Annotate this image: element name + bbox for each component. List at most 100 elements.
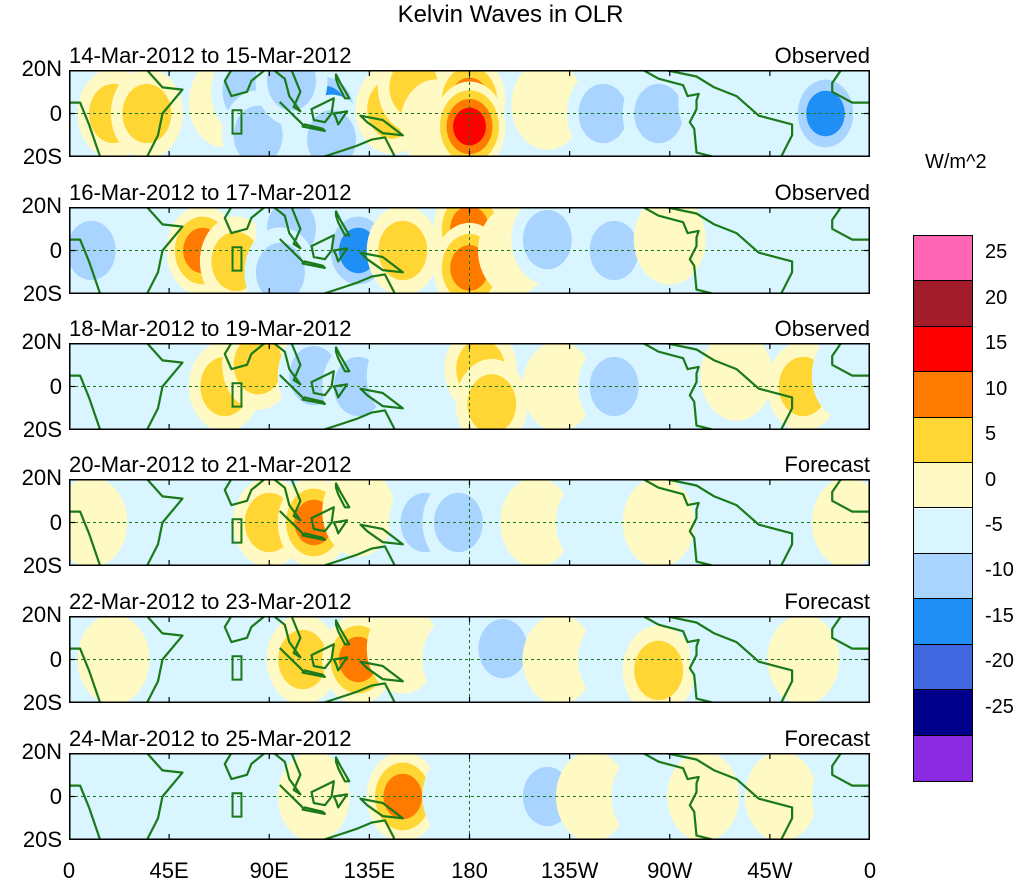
coastline	[301, 669, 326, 678]
olr-anomaly-contour	[422, 753, 495, 840]
colorbar-swatch	[914, 417, 972, 464]
olr-anomaly-contour	[811, 343, 870, 421]
colorbar-level-label: 10	[985, 377, 1008, 400]
colorbar-swatch	[914, 281, 972, 327]
panel-type-label: Observed	[774, 43, 870, 68]
colorbar-level-label: -15	[985, 604, 1014, 627]
coastline	[332, 519, 349, 535]
latitude-label: 20S	[22, 690, 62, 715]
colorbar-level-label: 25	[985, 241, 1008, 264]
olr-anomaly-contour	[277, 753, 350, 840]
olr-anomaly-contour	[69, 220, 116, 281]
coastline	[334, 482, 351, 509]
olr-anomaly-contour	[467, 374, 517, 430]
coastline	[641, 616, 794, 703]
coastline	[359, 114, 404, 137]
map-panel: 24-Mar-2012 to 25-Mar-2012 Forecast	[69, 727, 870, 840]
olr-anomaly-contour	[500, 479, 573, 566]
coastline	[334, 756, 351, 783]
olr-anomaly-map	[69, 753, 870, 840]
coastline	[279, 647, 306, 674]
longitude-label: 90E	[249, 858, 289, 883]
colorbar-level-label: -10	[985, 559, 1014, 582]
olr-anomaly-contour	[233, 105, 283, 157]
olr-anomaly-contour	[478, 619, 528, 679]
coastline	[272, 70, 302, 113]
coastline	[272, 343, 302, 386]
coastline	[223, 616, 266, 644]
latitude-label: 20S	[22, 144, 62, 169]
olr-anomaly-contour	[522, 210, 572, 270]
coastline	[301, 123, 326, 132]
colorbar-units: W/m^2	[925, 151, 987, 173]
olr-anomaly-contour	[511, 70, 584, 150]
map-panel: 22-Mar-2012 to 23-Mar-2012 Forecast	[69, 590, 870, 703]
longitude-label: 180	[451, 858, 488, 883]
colorbar-swatch	[914, 599, 972, 645]
colorbar-level-label: 5	[985, 423, 997, 446]
olr-anomaly-contour	[644, 352, 717, 430]
coastline	[301, 260, 326, 269]
coastline	[310, 234, 335, 261]
map-panel: 14-Mar-2012 to 15-Mar-2012 Observed	[69, 44, 870, 157]
coastline	[301, 532, 326, 541]
region-box-marker	[231, 655, 243, 681]
colorbar-level-label: 15	[985, 332, 1008, 355]
coastline	[332, 793, 349, 809]
coastline	[332, 110, 349, 126]
coastline	[359, 660, 404, 683]
panel-type-label: Forecast	[784, 726, 870, 751]
olr-anomaly-contour	[800, 216, 870, 294]
coastline	[310, 643, 335, 670]
latitude-label: 0	[49, 237, 62, 263]
coastline	[310, 370, 335, 397]
colorbar-level-label: 0	[985, 468, 997, 491]
longitude-label: 135W	[540, 858, 599, 883]
olr-anomaly-map	[69, 479, 870, 566]
latitude-label: 20N	[21, 465, 62, 490]
olr-anomaly-contour	[633, 207, 706, 285]
region-box-marker	[231, 109, 243, 135]
latitude-label: 0	[49, 100, 62, 126]
coastline	[332, 247, 349, 263]
longitude-label: 0	[62, 858, 76, 883]
coastline	[831, 343, 870, 377]
map-panel: 16-Mar-2012 to 17-Mar-2012 Observed	[69, 181, 870, 294]
coastline	[310, 780, 335, 807]
olr-anomaly-contour	[122, 343, 194, 430]
longitude-label: 90W	[647, 858, 693, 883]
panel-type-label: Forecast	[784, 452, 870, 477]
olr-anomaly-contour	[366, 616, 439, 694]
coastline	[223, 207, 266, 235]
olr-anomaly-contour	[267, 70, 316, 111]
panel-type-label: Observed	[774, 316, 870, 341]
colorbar-swatch	[914, 236, 972, 282]
olr-anomaly-contour	[811, 753, 870, 840]
olr-anomaly-contour	[522, 616, 595, 703]
olr-anomaly-contour	[811, 479, 870, 566]
colorbar-level-label: 20	[985, 286, 1008, 309]
colorbar-swatch	[914, 372, 972, 418]
region-box-marker	[231, 382, 243, 408]
figure-title: Kelvin Waves in OLR	[397, 1, 624, 28]
latitude-label: 20S	[22, 417, 62, 442]
coastline	[641, 479, 794, 566]
olr-anomaly-contour	[745, 753, 817, 840]
olr-anomaly-contour	[722, 207, 795, 294]
olr-anomaly-contour	[69, 479, 128, 566]
olr-anomaly-contour	[144, 753, 217, 840]
coastline	[359, 251, 404, 274]
latitude-label: 0	[49, 646, 62, 672]
latitude-label: 20S	[22, 281, 62, 306]
coastline	[831, 207, 870, 241]
latitude-label: 20N	[21, 193, 62, 218]
panel-date-range: 18-Mar-2012 to 19-Mar-2012	[69, 316, 352, 341]
coastline	[272, 207, 302, 250]
coastline	[641, 207, 794, 294]
coastline	[69, 343, 184, 430]
coastline	[831, 70, 870, 104]
coastline	[223, 479, 266, 507]
colorbar-swatch	[914, 326, 972, 373]
coastline	[223, 70, 266, 98]
coastline	[359, 387, 404, 410]
